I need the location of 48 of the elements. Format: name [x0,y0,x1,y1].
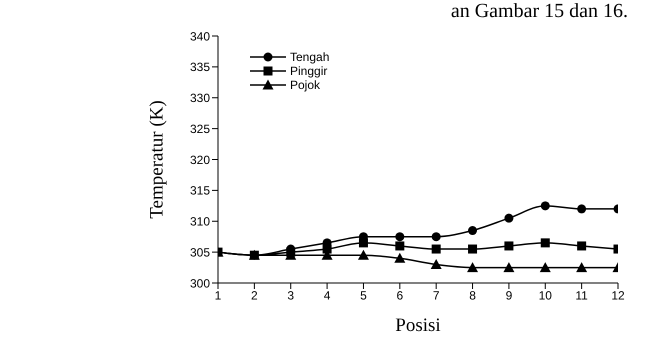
point [576,262,588,272]
y-tick-label: 335 [190,60,210,74]
legend-label: Tengah [290,50,330,64]
point [504,214,514,223]
text: an Gambar 15 dan 16. [450,0,628,22]
x-tick-label: 10 [538,288,552,303]
point [540,201,550,210]
x-tick-label: 11 [575,288,588,303]
x-tick-label: 8 [469,288,476,303]
x-tick-label: 4 [324,288,331,303]
point [468,244,478,254]
x-tick-label: 9 [506,288,513,303]
point [432,232,441,242]
x-tick-label: 12 [611,288,625,303]
y-tick-label: 330 [190,91,210,106]
point [395,241,404,250]
y-axis-title: Temperatur (K) [146,100,168,219]
point [394,252,406,263]
point [577,241,586,250]
y-tick-label: 320 [190,152,210,167]
x-tick-label: 1 [214,288,222,303]
x-tick-label: 7 [432,288,440,303]
point [577,204,586,214]
point [540,262,551,272]
x-tick-label: 6 [396,288,404,303]
x-axis-title: Posisi [395,315,441,336]
point [358,250,369,260]
y-tick-label: 300 [190,276,210,290]
y-tick-label: 305 [190,245,210,260]
x-tick-label: 3 [287,288,294,303]
x-tick-label: 5 [360,288,368,303]
point [504,241,514,250]
y-tick-label: 340 [190,29,210,44]
x-tick-label: 2 [251,288,258,303]
point [322,244,332,254]
y-tick-label: 315 [190,184,210,198]
legend-label: Pinggir [290,64,328,78]
point [467,262,478,272]
y-tick-label: 310 [190,214,210,229]
point [395,232,404,242]
legend-label: Pojok [290,78,320,92]
point [503,262,514,272]
y-tick-label: 325 [190,122,210,136]
point [540,238,550,248]
point [468,226,478,236]
point [432,244,441,254]
point [430,258,442,269]
point [358,238,368,248]
